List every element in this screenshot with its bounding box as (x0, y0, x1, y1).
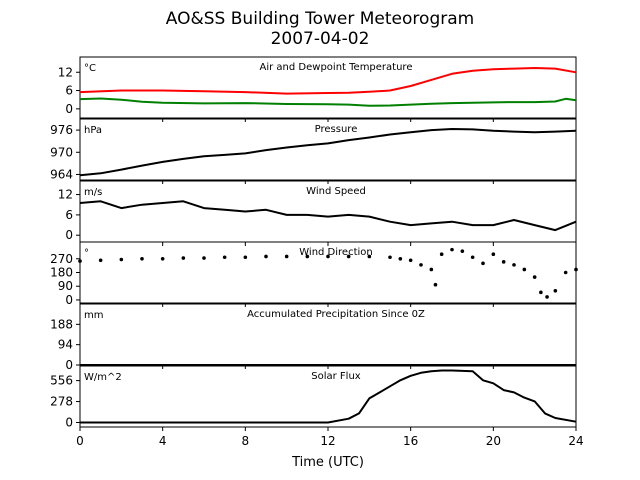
panel-solar-flux: 0 278 556 W/m^2 Solar Flux 0 4 8 12 16 20 24 (50, 365, 584, 448)
panel-wind-direction-point (563, 270, 568, 275)
panel-solar-flux-unit-label: W/m^2 (84, 372, 122, 383)
panel-air-and-dewpoint-temperature-title: Air and Dewpoint Temperature (260, 62, 413, 73)
panel-wind-direction-point (284, 254, 289, 259)
panels: 0 6 12 °C Air and Dewpoint Temperature 964 970… (50, 56, 584, 448)
panel-wind-direction-point (450, 247, 454, 252)
panel-wind-direction-point (512, 263, 516, 267)
panel-accumulated-precipitation-since-0z-ytick-label: 94 (58, 338, 73, 352)
panel-wind-direction-point (501, 260, 506, 264)
panel-wind-direction-point (98, 258, 103, 263)
panel-solar-flux-ytick-label: 278 (50, 395, 73, 409)
panel-wind-direction-point (532, 275, 537, 279)
panel-wind-direction-ytick-label: 0 (65, 293, 73, 307)
panel-wind-direction-point (433, 282, 438, 287)
x-tick-label: 8 (242, 434, 250, 448)
panel-pressure-unit-label: hPa (84, 125, 102, 136)
panel-pressure-ytick-label: 976 (50, 123, 73, 137)
panel-wind-direction-point (553, 289, 558, 293)
x-tick-label: 12 (320, 434, 335, 448)
panel-wind-direction-point (574, 267, 578, 272)
panel-wind-direction-point (78, 259, 82, 263)
x-tick-label: 20 (486, 434, 501, 448)
figure-title: AO&SS Building Tower Meteorogram (166, 9, 474, 29)
panel-wind-direction-point (264, 254, 268, 259)
panel-air-and-dewpoint-temperature: 0 6 12 °C Air and Dewpoint Temperature (58, 56, 577, 122)
panel-wind-direction-point (470, 255, 475, 260)
panel-wind-direction-point (491, 252, 496, 256)
panel-wind-direction-point (481, 261, 485, 266)
panel-wind-direction-ytick-label: 180 (50, 266, 73, 280)
panel-wind-speed-unit-label: m/s (84, 187, 102, 198)
x-tick-label: 4 (159, 434, 167, 448)
panel-wind-direction-point (429, 267, 434, 272)
panel-pressure-title: Pressure (315, 124, 358, 135)
panel-air-and-dewpoint-temperature-ytick-label: 6 (65, 84, 73, 98)
panel-pressure-ytick-label: 970 (50, 145, 73, 159)
figure-date: 2007-04-02 (271, 29, 370, 49)
panel-wind-direction-point (367, 254, 372, 259)
panel-accumulated-precipitation-since-0z-ytick-label: 0 (65, 358, 73, 372)
panel-wind-direction-point (408, 258, 413, 263)
panel-wind-direction-point (305, 254, 310, 259)
panel-wind-direction-point (419, 263, 423, 267)
panel-air-and-dewpoint-temperature-ytick-label: 0 (65, 102, 73, 116)
panel-wind-direction-point (326, 254, 330, 259)
panel-pressure-ytick-label: 964 (50, 167, 73, 181)
panel-solar-flux-ytick-label: 0 (65, 415, 73, 429)
panel-wind-speed-ytick-label: 6 (65, 208, 73, 222)
panel-accumulated-precipitation-since-0z-unit-label: mm (84, 310, 103, 321)
x-tick-label: 16 (403, 434, 418, 448)
panel-wind-direction-point (460, 249, 465, 253)
panel-wind-direction-point (243, 255, 248, 260)
panel-air-and-dewpoint-temperature-series-line-0 (79, 67, 577, 95)
panel-air-and-dewpoint-temperature-series-line-1 (79, 97, 577, 107)
x-axis-label: Time (UTC) (291, 455, 364, 470)
panel-wind-direction-point (439, 252, 444, 256)
panel-wind-direction-ytick-label: 270 (50, 252, 73, 266)
panel-solar-flux-ytick-label: 556 (50, 374, 73, 388)
panel-accumulated-precipitation-since-0z-ytick-label: 188 (50, 317, 73, 331)
panel-wind-direction-point (140, 256, 144, 261)
panel-wind-speed-series-line-0 (79, 200, 577, 232)
panel-air-and-dewpoint-temperature-ytick-label: 12 (58, 65, 73, 79)
panel-wind-direction-point (222, 255, 227, 260)
panel-wind-direction-point (202, 256, 206, 260)
panel-air-and-dewpoint-temperature-unit-label: °C (84, 63, 96, 74)
panel-wind-direction-point (181, 256, 186, 260)
panel-wind-direction-point (398, 256, 403, 261)
panel-pressure-series-line-0 (79, 128, 577, 177)
panel-wind-direction-title: Wind Direction (299, 247, 373, 258)
panel-wind-direction-point (388, 255, 392, 260)
panel-wind-speed-title: Wind Speed (306, 186, 366, 197)
panel-wind-speed: 0 6 12 m/s Wind Speed (58, 180, 577, 246)
panel-wind-speed-ytick-label: 0 (65, 228, 73, 242)
panel-solar-flux-series-line-0 (80, 369, 577, 424)
panel-wind-direction-point (522, 267, 527, 272)
panel-accumulated-precipitation-since-0z: 0 94 188 mm Accumulated Precipitation Since … (50, 303, 577, 372)
panel-wind-direction-point (119, 257, 124, 262)
x-tick-label: 0 (76, 434, 84, 448)
panel-wind-direction-point (545, 295, 549, 299)
panel-pressure: 964 970 976 hPa Pressure (50, 118, 577, 184)
x-tick-label: 24 (568, 434, 583, 448)
panel-wind-direction-unit-label: ° (84, 248, 89, 259)
panel-wind-direction-ytick-label: 90 (58, 279, 73, 293)
panel-accumulated-precipitation-since-0z-title: Accumulated Precipitation Since 0Z (247, 309, 425, 320)
panel-solar-flux-title: Solar Flux (311, 371, 361, 382)
panel-wind-speed-ytick-label: 12 (58, 188, 73, 202)
panel-wind-direction-point (539, 290, 543, 295)
panel-wind-direction-point (346, 254, 351, 259)
panel-wind-direction-point (160, 256, 165, 261)
